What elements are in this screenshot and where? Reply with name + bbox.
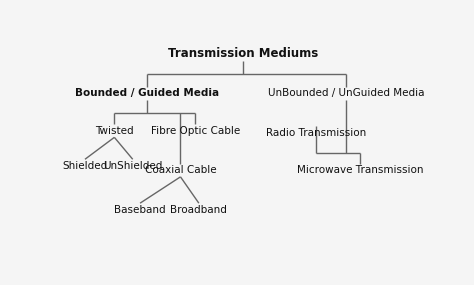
Text: Baseband: Baseband xyxy=(114,205,166,215)
Text: Microwave Transmission: Microwave Transmission xyxy=(297,165,424,175)
Text: Transmission Mediums: Transmission Mediums xyxy=(168,47,318,60)
Text: Broadband: Broadband xyxy=(171,205,227,215)
Text: Fibre Optic Cable: Fibre Optic Cable xyxy=(151,126,240,136)
Text: UnShielded: UnShielded xyxy=(103,161,163,171)
Text: Radio Transmission: Radio Transmission xyxy=(266,128,366,138)
Text: Bounded / Guided Media: Bounded / Guided Media xyxy=(75,88,219,98)
Text: UnBounded / UnGuided Media: UnBounded / UnGuided Media xyxy=(267,88,424,98)
Text: Shielded: Shielded xyxy=(63,161,108,171)
Text: Coaxial Cable: Coaxial Cable xyxy=(145,165,216,175)
Text: Twisted: Twisted xyxy=(95,126,134,136)
